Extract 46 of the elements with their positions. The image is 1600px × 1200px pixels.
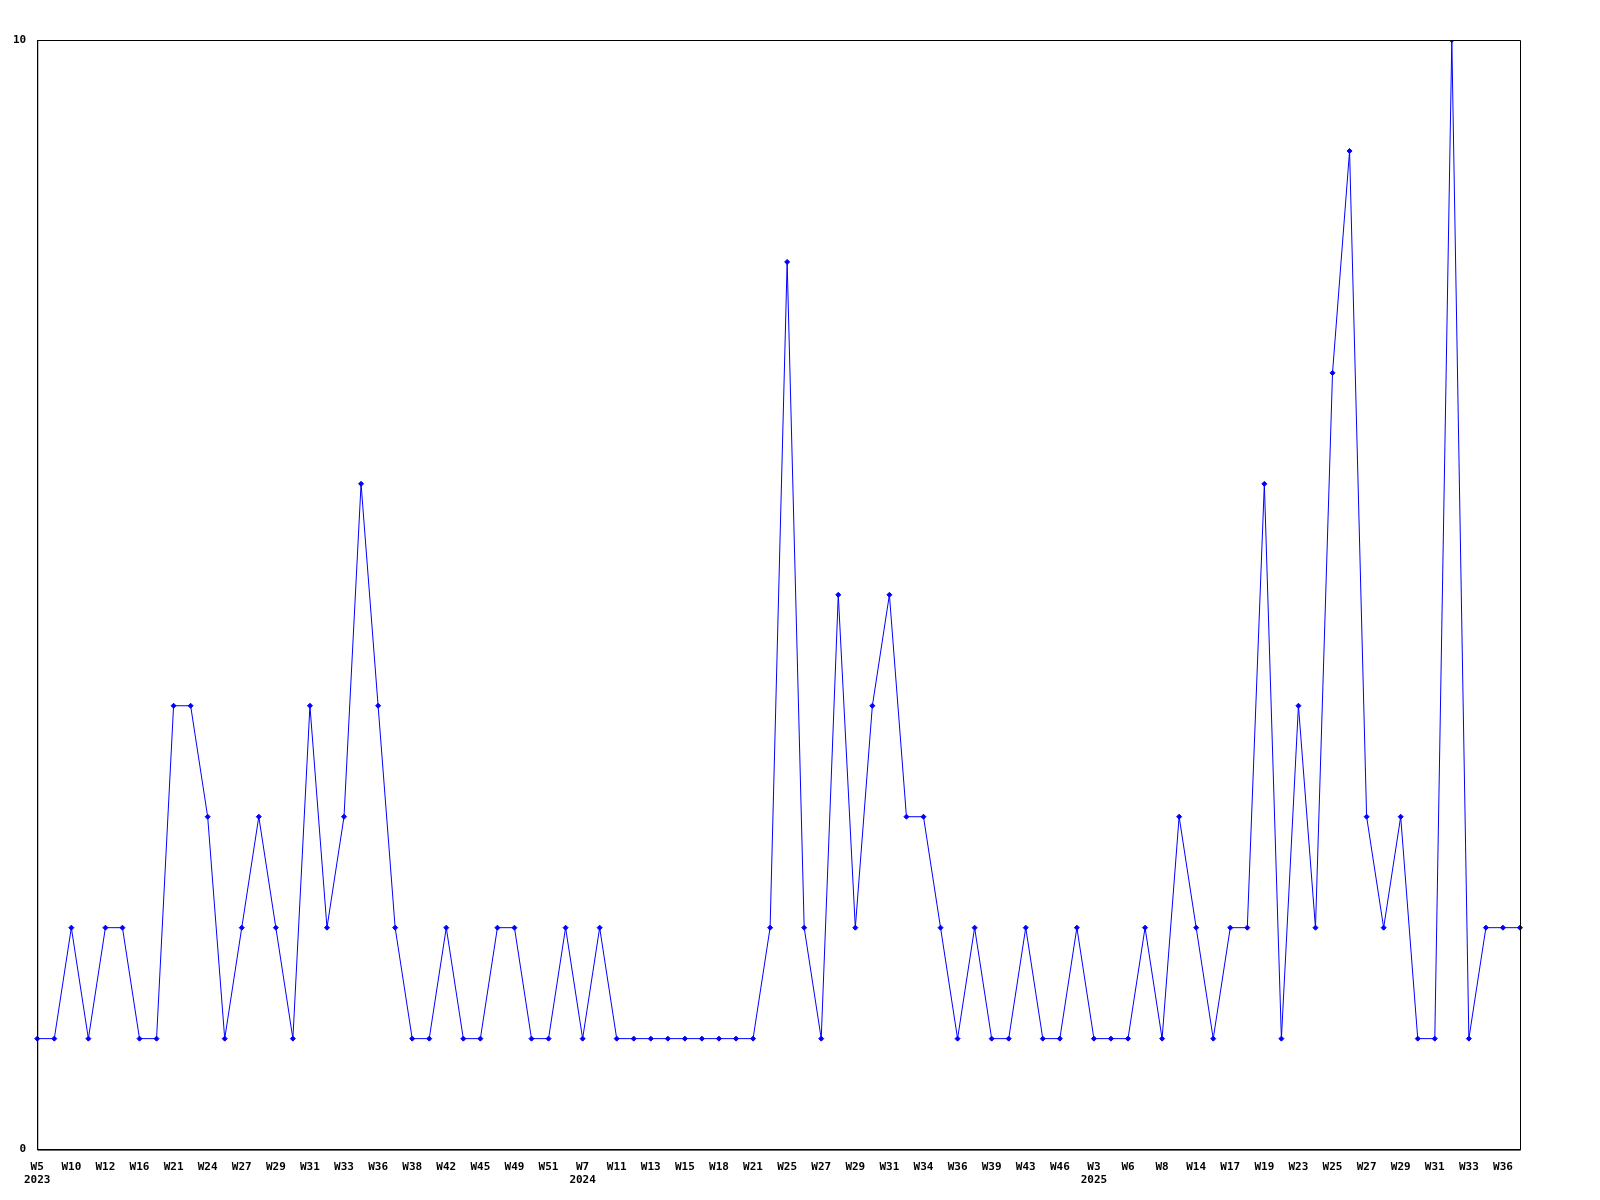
x-tick-label: W33 [334,1160,354,1174]
x-tick-label: W42 [436,1160,457,1174]
x-tick-label: W31 [300,1160,321,1174]
x-tick-label: W21 [163,1160,184,1174]
x-tick-label: W23 [1288,1160,1309,1174]
x-tick-label: W31 [1424,1160,1446,1174]
x-tick-label: W43 [1015,1160,1036,1174]
x-tick-label: W45 [470,1160,491,1174]
x-tick-label: W33 [1458,1160,1479,1174]
x-tick-label: W7 2024 [569,1160,597,1187]
x-tick-label: W25 [777,1160,798,1174]
x-tick-label: W14 [1186,1160,1207,1174]
x-tick-label: W51 [538,1160,559,1174]
x-tick-label: W36 [947,1160,968,1174]
x-tick-label: W19 [1254,1160,1275,1174]
x-tick-label: W25 [1322,1160,1343,1174]
x-tick-label: W27 [1356,1160,1377,1174]
x-tick-label: W29 [265,1160,286,1174]
x-tick-label: W27 [811,1160,832,1174]
x-tick-label: W15 [674,1160,695,1174]
x-tick-label: W36 [1493,1160,1514,1174]
x-tick-label: W46 [1049,1160,1071,1174]
x-tick-label: W11 [606,1160,628,1174]
x-tick-label: W24 [197,1160,218,1174]
x-tick-label: W16 [129,1160,150,1174]
x-tick-label: W6 [1121,1160,1135,1174]
x-tick-label: W13 [640,1160,661,1174]
x-tick-label: W5 2023 [24,1160,51,1187]
x-tick-label: W8 [1155,1160,1169,1174]
x-tick-label: W18 [709,1160,729,1174]
x-tick-label: W21 [743,1160,764,1174]
x-tick-label: W29 [1390,1160,1411,1174]
y-tick-label: 0 [19,1142,27,1156]
x-tick-label: W39 [981,1160,1002,1174]
x-tick-label: W12 [95,1160,116,1174]
y-tick-label: 10 [13,32,27,46]
x-tick-label: W31 [879,1160,900,1174]
x-tick-label: W49 [504,1160,525,1174]
x-tick-label: W36 [368,1160,389,1174]
x-tick-label: W38 [402,1160,423,1174]
x-tick-label: W27 [231,1160,252,1174]
x-tick-label: W3 2025 [1080,1160,1108,1187]
x-tick-label: W29 [845,1160,866,1174]
x-tick-label: W34 [913,1160,934,1174]
x-tick-label: W10 [61,1160,82,1174]
x-tick-label: W17 [1220,1160,1241,1174]
